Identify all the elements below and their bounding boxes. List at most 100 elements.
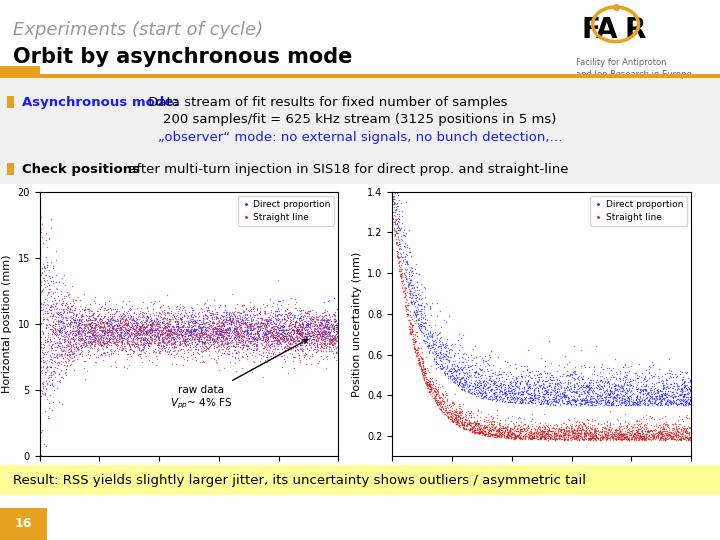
Point: [266, 340, 277, 348]
Point: [503, 429, 514, 437]
Point: [551, 421, 562, 430]
Point: [114, 322, 126, 331]
Point: [54, 342, 66, 351]
Point: [641, 390, 652, 399]
Point: [202, 313, 214, 321]
Point: [297, 335, 308, 344]
Point: [389, 203, 400, 212]
Point: [479, 367, 490, 375]
Point: [331, 333, 343, 341]
Point: [653, 435, 665, 444]
Point: [682, 383, 693, 391]
Point: [204, 334, 216, 342]
Point: [138, 327, 149, 335]
Point: [487, 424, 498, 433]
Point: [538, 393, 549, 402]
Point: [681, 428, 693, 436]
Point: [96, 323, 107, 332]
Point: [72, 328, 84, 337]
Point: [166, 307, 177, 315]
Point: [469, 368, 481, 376]
Point: [654, 386, 665, 394]
Point: [74, 323, 86, 332]
Point: [116, 336, 127, 345]
Point: [38, 263, 50, 272]
Point: [296, 329, 307, 338]
Point: [172, 325, 184, 334]
Point: [675, 434, 687, 442]
Point: [494, 386, 505, 395]
Point: [128, 318, 140, 327]
Point: [34, 315, 45, 323]
Point: [678, 379, 690, 388]
Point: [512, 427, 523, 435]
Point: [487, 432, 498, 441]
Point: [47, 327, 58, 336]
Point: [101, 328, 112, 336]
Point: [246, 329, 257, 338]
Point: [179, 341, 191, 349]
Point: [51, 343, 63, 352]
Point: [242, 332, 253, 340]
Point: [669, 435, 680, 443]
Point: [56, 347, 68, 355]
Point: [517, 432, 528, 441]
Point: [68, 309, 80, 318]
Point: [180, 326, 192, 334]
Point: [493, 396, 505, 404]
Point: [646, 399, 657, 407]
Point: [526, 391, 538, 400]
Point: [554, 430, 566, 438]
Point: [506, 386, 518, 394]
Point: [243, 335, 255, 343]
Point: [233, 322, 245, 330]
Point: [539, 361, 551, 370]
Point: [161, 322, 172, 330]
Point: [540, 377, 552, 386]
Point: [62, 356, 73, 365]
Point: [288, 328, 300, 337]
Point: [238, 332, 249, 341]
Point: [588, 426, 600, 435]
Point: [109, 321, 121, 329]
Point: [187, 350, 199, 359]
Point: [618, 435, 630, 444]
Point: [124, 310, 135, 319]
Point: [240, 350, 252, 359]
Point: [625, 375, 636, 383]
Point: [84, 332, 96, 341]
Point: [261, 327, 272, 335]
Point: [171, 327, 183, 335]
Point: [629, 375, 641, 384]
Point: [638, 421, 649, 429]
Point: [612, 428, 624, 437]
Point: [654, 428, 666, 437]
Point: [418, 375, 429, 383]
Point: [289, 321, 301, 329]
Point: [246, 318, 258, 327]
Point: [46, 296, 58, 305]
Point: [112, 319, 124, 327]
Point: [131, 322, 143, 331]
Point: [675, 435, 686, 444]
Point: [137, 298, 148, 306]
Point: [131, 333, 143, 341]
Point: [441, 362, 453, 371]
Point: [134, 324, 145, 333]
Point: [142, 328, 153, 337]
Point: [495, 387, 507, 395]
Point: [136, 322, 148, 330]
Point: [407, 331, 418, 340]
Point: [660, 435, 672, 443]
Point: [278, 347, 289, 355]
Point: [676, 385, 688, 394]
Point: [148, 332, 160, 341]
Point: [433, 400, 445, 408]
Point: [614, 428, 626, 437]
Point: [426, 333, 438, 342]
Point: [302, 330, 314, 339]
Point: [106, 336, 117, 345]
Point: [621, 399, 633, 407]
Point: [168, 343, 180, 352]
Point: [148, 299, 160, 308]
